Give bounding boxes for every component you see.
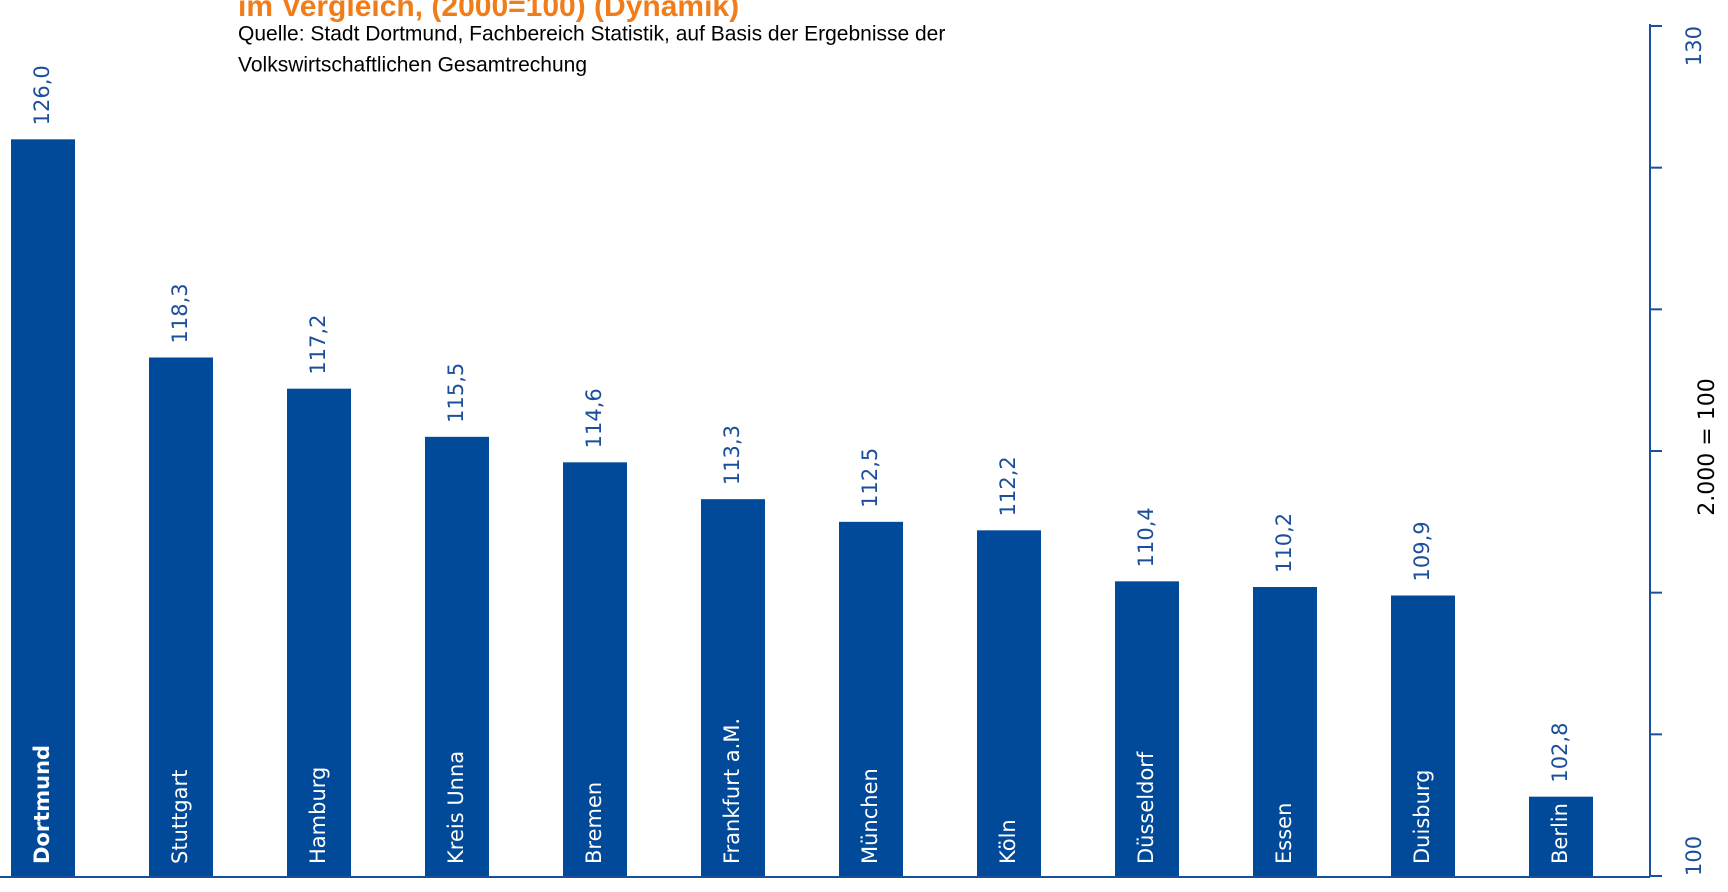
value-label: 115,5 <box>444 363 468 423</box>
value-label: 109,9 <box>1410 521 1434 581</box>
value-label: 113,3 <box>720 425 744 485</box>
x-tick-label: Bremen <box>582 782 606 864</box>
bar <box>1115 581 1179 876</box>
bar <box>149 357 213 876</box>
value-label: 110,4 <box>1134 507 1158 567</box>
value-label: 110,2 <box>1272 513 1296 573</box>
value-label: 102,8 <box>1548 723 1572 783</box>
y-tick-label: 130 <box>1682 26 1706 66</box>
bar <box>563 462 627 876</box>
x-tick-label: Dortmund <box>30 745 54 864</box>
bar <box>839 521 903 876</box>
value-label: 112,2 <box>996 456 1020 516</box>
y-axis-label: 2.000 = 100 <box>1695 378 1720 515</box>
x-tick-label: Duisburg <box>1410 770 1434 865</box>
subtitle: Volkswirtschaftlichen Gesamtrechung <box>238 54 587 77</box>
value-label: 117,2 <box>306 315 330 375</box>
x-tick-label: Hamburg <box>306 767 330 864</box>
bar <box>977 530 1041 876</box>
bar <box>1529 796 1593 876</box>
bar <box>425 436 489 876</box>
bar <box>287 388 351 876</box>
x-tick-label: Stuttgart <box>168 770 192 864</box>
bar <box>1391 595 1455 876</box>
x-tick-label: Düsseldorf <box>1134 751 1158 864</box>
value-label: 118,3 <box>168 283 192 343</box>
bar <box>701 499 765 876</box>
chart-title: im Vergleich, (2000=100) (Dynamik) <box>238 0 739 23</box>
x-tick-label: Köln <box>996 819 1020 864</box>
value-label: 126,0 <box>30 65 54 125</box>
bar <box>1253 587 1317 876</box>
subtitle: Quelle: Stadt Dortmund, Fachbereich Stat… <box>238 23 945 46</box>
x-tick-label: München <box>858 768 882 864</box>
value-label: 114,6 <box>582 388 606 448</box>
x-tick-label: Essen <box>1272 803 1296 864</box>
x-tick-label: Berlin <box>1548 803 1572 864</box>
x-tick-label: Kreis Unna <box>444 751 468 864</box>
bar <box>11 139 75 877</box>
y-tick-label: 100 <box>1682 836 1706 876</box>
x-tick-label: Frankfurt a.M. <box>720 718 744 864</box>
value-label: 112,5 <box>858 448 882 508</box>
